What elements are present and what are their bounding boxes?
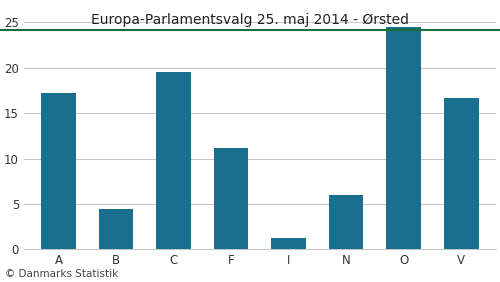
Bar <box>272 239 306 249</box>
Bar <box>444 98 478 249</box>
Bar <box>214 148 248 249</box>
Text: © Danmarks Statistik: © Danmarks Statistik <box>5 269 118 279</box>
Text: Europa-Parlamentsvalg 25. maj 2014 - Ørsted: Europa-Parlamentsvalg 25. maj 2014 - Ørs… <box>91 13 409 27</box>
Bar <box>386 27 421 249</box>
Bar <box>98 210 134 249</box>
Bar <box>156 72 191 249</box>
Text: Pct.: Pct. <box>24 0 46 1</box>
Bar <box>329 195 364 249</box>
Bar <box>41 93 76 249</box>
